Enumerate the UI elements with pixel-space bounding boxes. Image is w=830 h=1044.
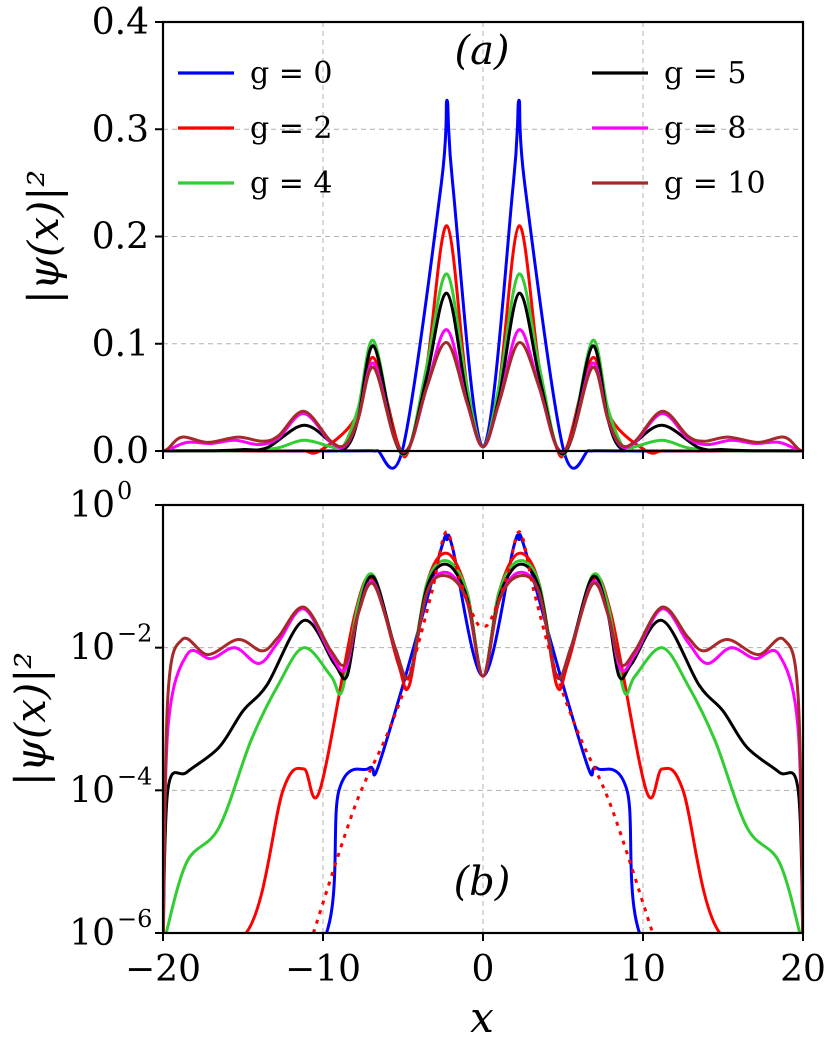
legend-label-2: g = 4 bbox=[250, 166, 333, 201]
x-ticks-a bbox=[162, 451, 804, 459]
y-tick-label-b-1: 10 bbox=[69, 770, 115, 811]
legend-label-3: g = 5 bbox=[664, 56, 747, 91]
x-ticks-b: −20 −10 0 10 20 bbox=[125, 933, 826, 990]
y-tick-exp-b-0: −6 bbox=[117, 905, 152, 933]
legend-label-0: g = 0 bbox=[250, 56, 333, 91]
curves-b bbox=[163, 530, 803, 934]
x-tick-label-b-0: −20 bbox=[125, 949, 201, 990]
series-b-dotted-0 bbox=[311, 530, 655, 934]
legend-label-1: g = 2 bbox=[250, 111, 333, 146]
y-tick-label-b-0: 10 bbox=[69, 913, 115, 954]
y-tick-label-a-0: 0.0 bbox=[92, 431, 149, 472]
x-tick-label-b-2: 0 bbox=[472, 949, 495, 990]
y-ticks-a: 0.0 0.1 0.2 0.3 0.4 bbox=[92, 2, 163, 472]
series-b-line-5 bbox=[163, 574, 803, 934]
x-tick-label-b-4: 20 bbox=[780, 949, 826, 990]
panel-a: 0.0 0.1 0.2 0.3 0.4 (a) g = 0 g = 2 g = 4 g = 5… bbox=[19, 2, 805, 472]
y-tick-exp-b-2: −2 bbox=[117, 620, 152, 648]
panel-label-b: (b) bbox=[454, 859, 511, 905]
y-tick-label-b-3: 10 bbox=[69, 485, 115, 526]
grid-a bbox=[163, 22, 803, 451]
y-tick-exp-b-3: 0 bbox=[117, 477, 132, 505]
x-tick-label-b-1: −10 bbox=[285, 949, 361, 990]
y-axis-label-b: |ψ(x)|² bbox=[6, 652, 55, 787]
x-axis-label: x bbox=[470, 993, 494, 1042]
x-tick-label-b-3: 10 bbox=[620, 949, 666, 990]
y-tick-label-a-2: 0.2 bbox=[92, 217, 149, 258]
y-tick-label-a-1: 0.1 bbox=[92, 324, 149, 365]
y-axis-label-a: |ψ(x)|² bbox=[19, 170, 68, 305]
legend: g = 0 g = 2 g = 4 g = 5 g = 8 g = 10 bbox=[178, 56, 766, 201]
y-tick-label-b-2: 10 bbox=[69, 628, 115, 669]
y-tick-label-a-3: 0.3 bbox=[92, 109, 149, 150]
series-a-line-5 bbox=[162, 341, 804, 454]
legend-label-5: g = 10 bbox=[664, 166, 766, 201]
y-tick-label-a-4: 0.4 bbox=[92, 2, 149, 43]
legend-label-4: g = 8 bbox=[664, 111, 747, 146]
y-tick-exp-b-1: −4 bbox=[117, 762, 152, 790]
panel-label-a: (a) bbox=[454, 28, 509, 74]
